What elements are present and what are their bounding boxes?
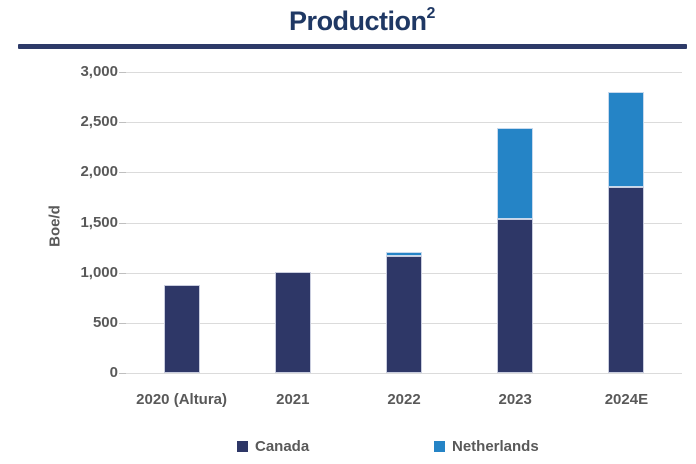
legend-swatch-icon (237, 441, 248, 452)
x-axis-label: 2020 (Altura) (136, 391, 228, 408)
y-axis-tick-mark (119, 223, 126, 224)
plot-area (119, 72, 682, 374)
y-axis-tick-mark (119, 172, 126, 173)
bar-segment-netherlands-2023 (497, 128, 534, 219)
chart-title-text: Production (289, 6, 427, 36)
title-divider-line (18, 44, 687, 49)
x-axis-label: 2023 (498, 391, 532, 408)
y-axis-tick-label: 500 (92, 313, 118, 331)
y-axis-tick-label: 1,500 (80, 213, 118, 231)
bar-segment-canada-2021 (274, 271, 311, 373)
bar-segment-canada-2023 (497, 218, 534, 373)
chart-title: Production2 (0, 5, 696, 37)
legend-swatch-icon (434, 441, 445, 452)
legend-label: Canada (255, 438, 310, 455)
y-axis-tick-mark (119, 373, 126, 374)
legend-label: Netherlands (452, 438, 539, 455)
legend-item-canada: Canada (237, 438, 309, 455)
y-axis-tick-mark (119, 323, 126, 324)
gridline (126, 373, 682, 374)
x-axis-label: 2022 (387, 391, 421, 408)
bar-segment-canada-2024e (608, 187, 645, 373)
y-axis-tick-label: 0 (109, 364, 118, 381)
y-axis-tick-label: 2,500 (80, 113, 118, 131)
y-axis-tick-label: 2,000 (80, 163, 118, 181)
x-axis-label: 2024E (604, 391, 649, 408)
y-axis-tick-mark (119, 273, 126, 274)
y-axis-tick-label: 1,000 (80, 263, 118, 281)
y-axis-tick-label: 3,000 (80, 63, 118, 80)
bar-segment-canada-2022 (386, 255, 422, 373)
x-axis-label: 2021 (276, 391, 310, 408)
bar-segment-netherlands-2022 (386, 251, 422, 256)
gridline (126, 223, 682, 224)
gridline (126, 122, 682, 123)
gridline (126, 172, 682, 173)
legend-item-netherlands: Netherlands (434, 438, 539, 455)
bar-segment-netherlands-2024e (608, 92, 645, 188)
gridline (126, 72, 682, 73)
bar-segment-canada-2020 (163, 285, 200, 373)
chart-title-superscript: 2 (426, 5, 436, 22)
y-axis-tick-mark (119, 122, 126, 123)
y-axis-tick-mark (119, 72, 126, 73)
